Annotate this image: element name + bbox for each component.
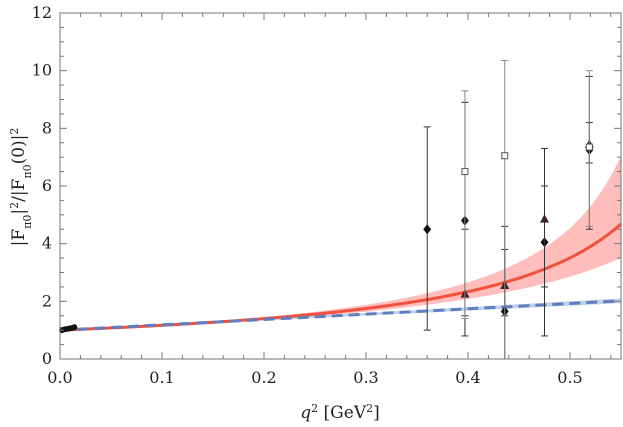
square-point-2: [585, 143, 593, 151]
x-tick-label-5: 0.5: [557, 368, 582, 387]
x-axis-title-var: q: [300, 403, 311, 423]
y-axis-ticks: 0 2 4 6 8 10 12: [32, 3, 621, 368]
band-solid: [60, 155, 621, 331]
x-axis-title-unit-close: ]: [373, 403, 380, 423]
y-tick-label-4: 8: [42, 118, 52, 137]
x-tick-label-3: 0.3: [353, 368, 378, 387]
x-tick-label-2: 0.2: [251, 368, 276, 387]
y-title-p4: (0)|: [9, 135, 29, 165]
x-tick-label-1: 0.1: [149, 368, 174, 387]
y-title-p1: |F: [9, 229, 29, 247]
series-square-open: [461, 60, 593, 360]
x-tick-label-4: 0.4: [455, 368, 480, 387]
y-tick-label-0: 0: [42, 349, 52, 368]
y-tick-label-3: 6: [42, 176, 52, 195]
y-tick-label-1: 2: [42, 291, 52, 310]
square-point-1: [501, 152, 509, 160]
y-title-s1: π0: [21, 215, 34, 229]
x-axis-ticks: 0.0 0.1 0.2 0.3 0.4 0.5: [47, 13, 612, 387]
triangle-point-2: [540, 214, 549, 223]
diamond-point-0: [423, 224, 432, 235]
x-axis-title-unit: [GeV: [318, 403, 367, 423]
x-axis-title-unit-sup: 2: [366, 402, 373, 415]
y-title-sup2: 2: [8, 128, 21, 135]
model-curves: [59, 222, 622, 332]
y-title-s2: π0: [21, 164, 34, 178]
y-tick-label-2: 4: [42, 234, 52, 253]
data-points: [59, 60, 594, 360]
y-axis-title: |Fπ0|2/|Fπ0(0)|2: [8, 128, 34, 247]
square-point-0: [461, 168, 469, 176]
x-axis-title-sup: 2: [311, 402, 318, 415]
y-tick-label-5: 10: [32, 61, 52, 80]
x-tick-label-0: 0.0: [47, 368, 72, 387]
y-tick-label-6: 12: [32, 3, 52, 22]
series-diamond: [423, 75, 594, 360]
series-circle-small: [59, 324, 78, 334]
y-title-sup1: 2: [8, 202, 21, 209]
y-title-p3: /|F: [9, 178, 29, 201]
x-axis-title: q2 [GeV2]: [300, 402, 380, 424]
curve-dashed: [59, 299, 622, 332]
y-title-p2: |: [9, 209, 29, 215]
circle-point-4: [71, 324, 78, 331]
